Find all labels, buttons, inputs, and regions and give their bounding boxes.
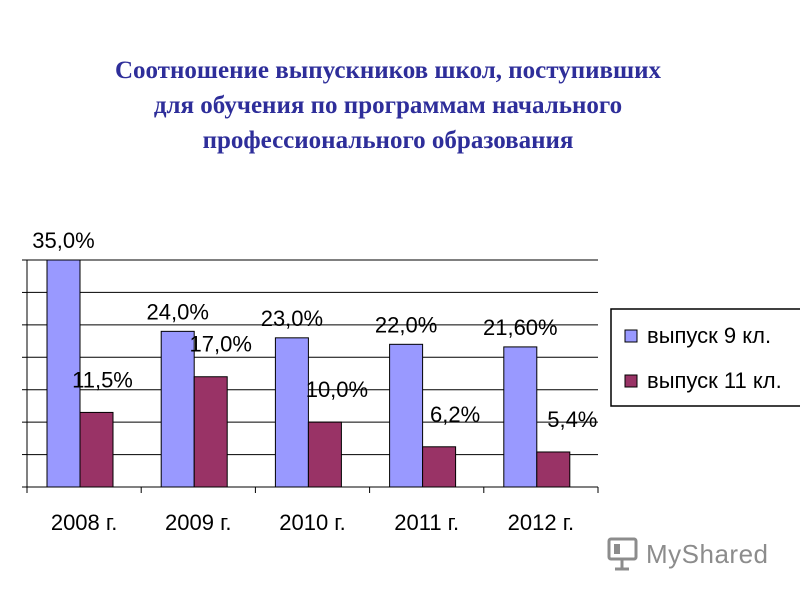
data-label: 23,0% xyxy=(261,306,323,331)
watermark: MyShared xyxy=(604,536,774,572)
bar-9-grade xyxy=(274,337,309,488)
bar-11-grade xyxy=(307,421,342,488)
data-label: 22,0% xyxy=(375,312,437,337)
x-tick-label: 2012 г. xyxy=(508,510,575,535)
x-tick-label: 2011 г. xyxy=(394,510,459,535)
x-tick-label: 2009 г. xyxy=(165,510,232,535)
bar-9-grade xyxy=(503,346,538,488)
x-tick-label: 2010 г. xyxy=(279,510,346,535)
data-label: 11,5% xyxy=(72,367,133,392)
chart-title-line-3: профессионального образования xyxy=(202,127,574,154)
data-label: 17,0% xyxy=(190,332,252,357)
legend-swatch xyxy=(624,374,638,388)
bar-9-grade xyxy=(389,343,424,488)
data-label: 5,4% xyxy=(547,407,597,432)
data-label: 6,2% xyxy=(430,402,480,427)
bar-11-grade xyxy=(193,376,228,488)
legend-label: выпуск 11 кл. xyxy=(647,368,782,393)
presentation-screen-icon xyxy=(607,537,638,571)
bar-9-grade xyxy=(160,330,195,488)
chart-title-line-1: Соотношение выпускников школ, поступивши… xyxy=(114,57,662,84)
watermark-text: MyShared xyxy=(646,539,769,569)
legend-swatch xyxy=(624,329,638,343)
data-label: 21,60% xyxy=(483,315,558,340)
bar-11-grade xyxy=(79,411,114,488)
data-label: 35,0% xyxy=(32,228,94,253)
chart-title-line-2: для обучения по программам начального xyxy=(153,92,623,119)
legend-label: выпуск 9 кл. xyxy=(647,323,771,348)
bar-11-grade xyxy=(422,446,457,488)
bar-11-grade xyxy=(536,451,571,488)
bar-9-grade xyxy=(46,259,81,488)
data-label: 10,0% xyxy=(306,377,368,402)
legend-box xyxy=(610,308,800,407)
data-label: 24,0% xyxy=(147,299,209,324)
chart-title: Соотношение выпускников школ, поступивши… xyxy=(0,53,776,158)
x-tick-label: 2008 г. xyxy=(51,510,118,535)
